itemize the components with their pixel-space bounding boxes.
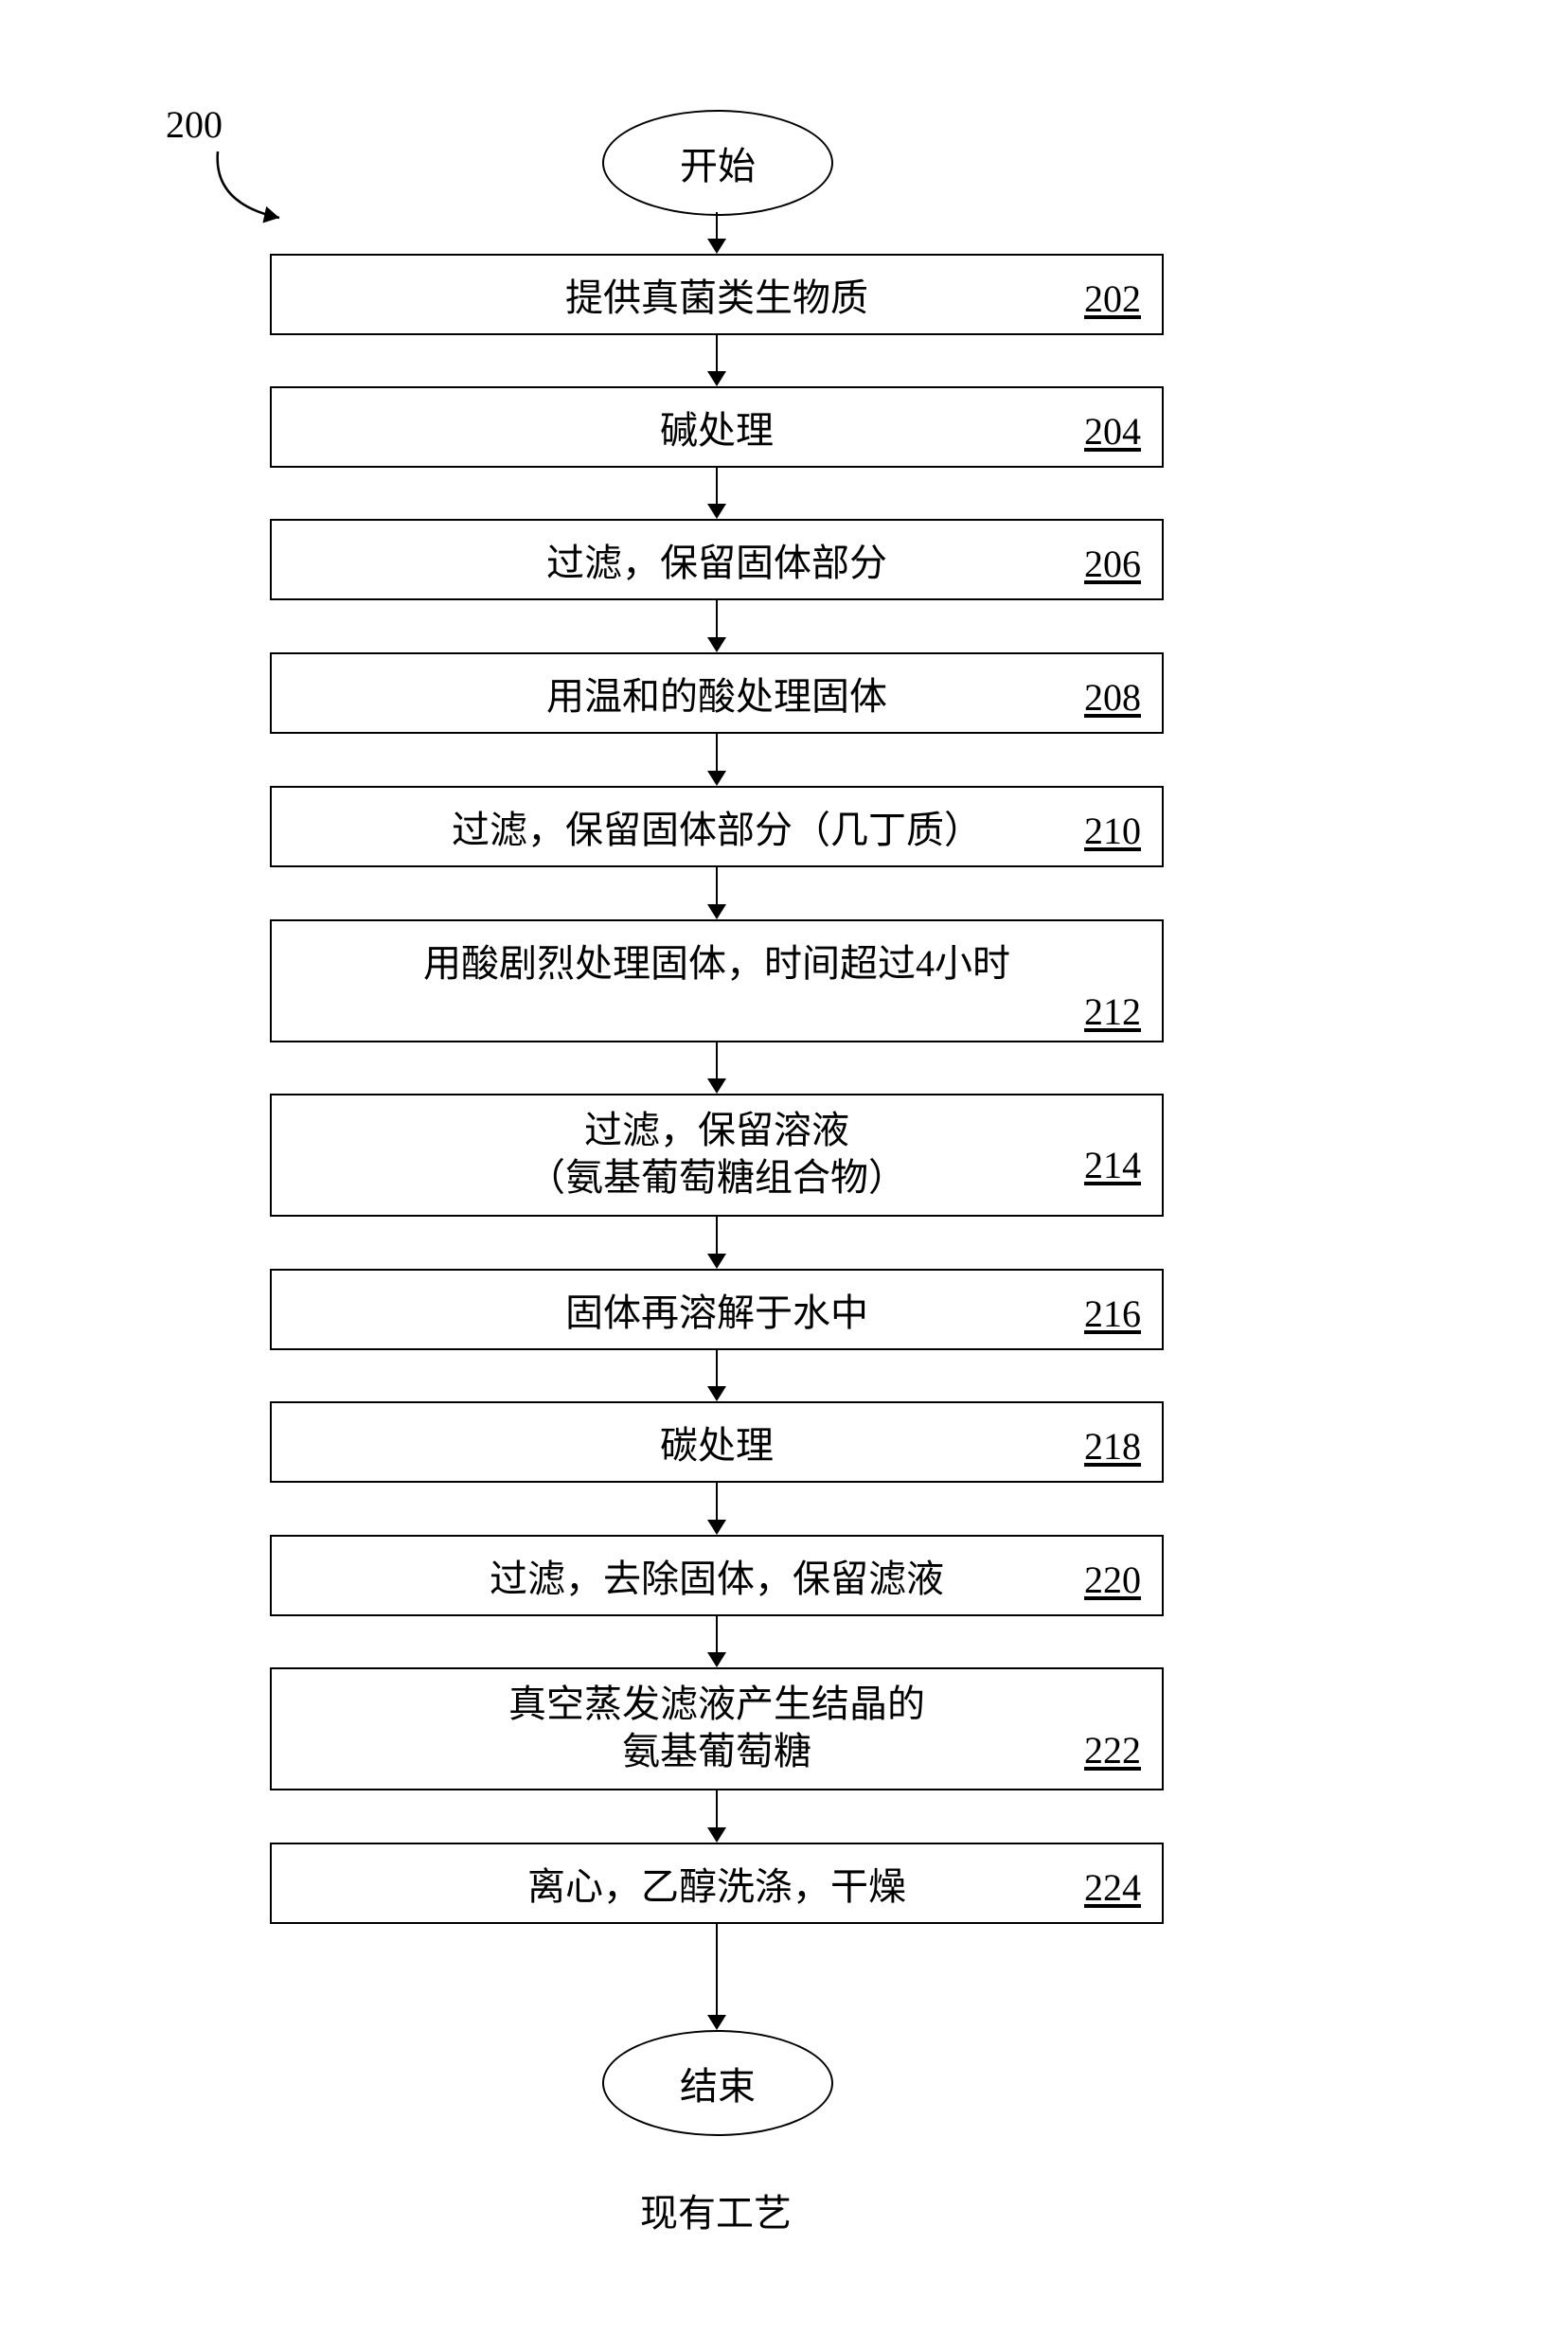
connector-arrowhead xyxy=(707,771,726,786)
step-text: 碳处理 xyxy=(272,1422,1162,1469)
step-text: 碱处理 xyxy=(272,407,1162,454)
connector-line xyxy=(716,1217,718,1254)
step-number: 210 xyxy=(1084,809,1141,853)
start-terminal-label: 开始 xyxy=(680,135,756,190)
start-terminal: 开始 xyxy=(602,110,833,216)
connector-arrowhead xyxy=(707,1078,726,1094)
caption-text: 现有工艺 xyxy=(602,2182,829,2237)
connector-line xyxy=(716,1350,718,1386)
end-terminal-label: 结束 xyxy=(680,2056,756,2110)
connector-line xyxy=(716,734,718,771)
step-number: 202 xyxy=(1084,276,1141,321)
step-text-line: 真空蒸发滤液产生结晶的 xyxy=(272,1681,1162,1728)
step-number: 208 xyxy=(1084,675,1141,720)
step-box: 过滤，保留固体部分206 xyxy=(270,519,1164,600)
connector-line xyxy=(716,335,718,371)
connector-line xyxy=(716,1483,718,1520)
connector-arrowhead xyxy=(707,504,726,519)
step-number: 204 xyxy=(1084,409,1141,454)
step-box: 用温和的酸处理固体208 xyxy=(270,652,1164,734)
step-text: 用温和的酸处理固体 xyxy=(272,673,1162,721)
step-box: 离心，乙醇洗涤，干燥224 xyxy=(270,1843,1164,1924)
step-text-line: 氨基葡萄糖 xyxy=(272,1728,1162,1775)
connector-line xyxy=(716,867,718,904)
connector-line xyxy=(716,1042,718,1078)
connector-line xyxy=(716,1924,718,2015)
step-text: 过滤，保留固体部分（几丁质） xyxy=(272,807,1162,854)
connector-line xyxy=(716,1616,718,1652)
connector-line xyxy=(716,468,718,504)
connector-line xyxy=(716,1790,718,1827)
step-number: 216 xyxy=(1084,1291,1141,1336)
step-text: 用酸剧烈处理固体，时间超过4小时 xyxy=(272,940,1162,988)
step-text-line: （氨基葡萄糖组合物） xyxy=(272,1154,1162,1202)
step-box: 固体再溶解于水中216 xyxy=(270,1269,1164,1350)
step-text: 固体再溶解于水中 xyxy=(272,1290,1162,1337)
step-number: 214 xyxy=(1084,1143,1141,1187)
step-text: 真空蒸发滤液产生结晶的氨基葡萄糖 xyxy=(272,1681,1162,1775)
step-box: 过滤，保留溶液（氨基葡萄糖组合物）214 xyxy=(270,1094,1164,1217)
connector-arrowhead xyxy=(707,1254,726,1269)
step-box: 提供真菌类生物质202 xyxy=(270,254,1164,335)
step-number: 218 xyxy=(1084,1424,1141,1469)
step-number: 224 xyxy=(1084,1865,1141,1910)
step-text: 过滤，保留溶液（氨基葡萄糖组合物） xyxy=(272,1107,1162,1202)
connector-arrowhead xyxy=(707,1652,726,1667)
step-box: 真空蒸发滤液产生结晶的氨基葡萄糖222 xyxy=(270,1667,1164,1790)
pointer-arrow xyxy=(199,133,298,237)
connector-arrowhead xyxy=(707,1520,726,1535)
connector-arrowhead xyxy=(707,1827,726,1843)
step-text: 过滤，去除固体，保留滤液 xyxy=(272,1556,1162,1603)
connector-arrowhead xyxy=(707,239,726,254)
step-number: 212 xyxy=(1084,989,1141,1034)
step-box: 碳处理218 xyxy=(270,1401,1164,1483)
flowchart-canvas: 200开始结束提供真菌类生物质202碱处理204过滤，保留固体部分206用温和的… xyxy=(0,0,1568,2333)
end-terminal: 结束 xyxy=(602,2030,833,2136)
step-text: 离心，乙醇洗涤，干燥 xyxy=(272,1863,1162,1911)
connector-arrowhead xyxy=(707,1386,726,1401)
step-number: 220 xyxy=(1084,1558,1141,1602)
connector-arrowhead xyxy=(707,904,726,919)
step-text-line: 过滤，保留溶液 xyxy=(272,1107,1162,1154)
step-box: 用酸剧烈处理固体，时间超过4小时212 xyxy=(270,919,1164,1042)
connector-line xyxy=(716,212,718,239)
step-number: 206 xyxy=(1084,542,1141,586)
connector-arrowhead xyxy=(707,2015,726,2030)
step-box: 碱处理204 xyxy=(270,386,1164,468)
connector-arrowhead xyxy=(707,371,726,386)
step-text: 过滤，保留固体部分 xyxy=(272,540,1162,587)
connector-arrowhead xyxy=(707,637,726,652)
step-box: 过滤，保留固体部分（几丁质）210 xyxy=(270,786,1164,867)
step-box: 过滤，去除固体，保留滤液220 xyxy=(270,1535,1164,1616)
connector-line xyxy=(716,600,718,637)
step-number: 222 xyxy=(1084,1728,1141,1772)
step-text: 提供真菌类生物质 xyxy=(272,275,1162,322)
